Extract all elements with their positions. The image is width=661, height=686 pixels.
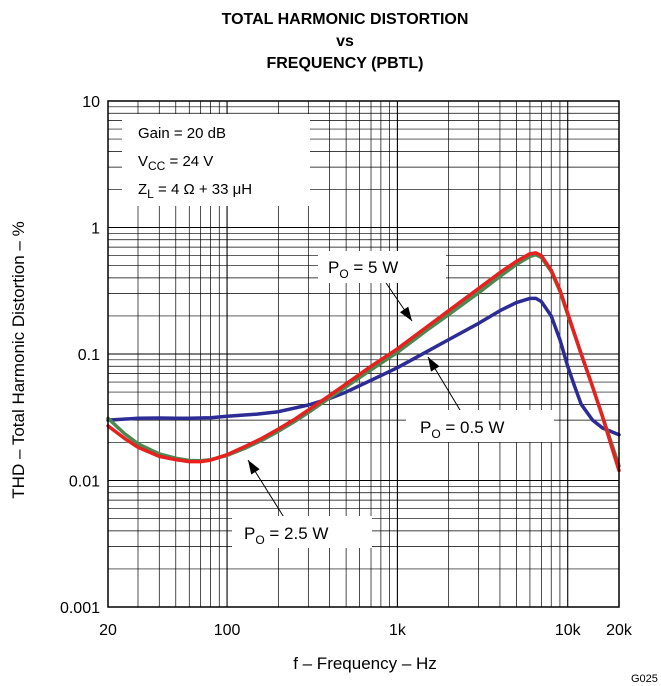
chart-title-line-3: FREQUENCY (PBTL) bbox=[266, 55, 423, 72]
y-tick-labels: 10 1 0.1 0.01 0.001 bbox=[60, 94, 100, 617]
annotation-5w-bg bbox=[318, 251, 446, 283]
x-tick-label: 20 bbox=[99, 622, 117, 639]
condition-zl: ZL = 4 Ω + 33 μH bbox=[138, 181, 252, 201]
y-tick-label: 0.1 bbox=[78, 347, 100, 364]
chart-title: TOTAL HARMONIC DISTORTION vs FREQUENCY (… bbox=[222, 11, 469, 72]
condition-gain: Gain = 20 dB bbox=[138, 125, 226, 142]
series-line-2 bbox=[106, 296, 621, 437]
x-tick-label: 100 bbox=[214, 622, 241, 639]
annotation-5w-arrowhead bbox=[399, 306, 412, 321]
conditions-box-bg bbox=[122, 114, 310, 206]
y-tick-label: 0.01 bbox=[69, 474, 100, 491]
chart-title-line-2: vs bbox=[336, 33, 354, 50]
y-tick-label: 1 bbox=[91, 221, 100, 238]
curves bbox=[106, 251, 621, 473]
x-tick-label: 10k bbox=[555, 622, 582, 639]
annotation-25w-label: PO = 2.5 W bbox=[244, 524, 328, 547]
annotation-25w-arrowhead bbox=[248, 460, 260, 475]
annotation-05w-label: PO = 0.5 W bbox=[420, 418, 504, 441]
chart-title-line-1: TOTAL HARMONIC DISTORTION bbox=[222, 11, 469, 28]
series-line-0 bbox=[106, 251, 621, 473]
annotation-5w: PO = 5 W bbox=[318, 251, 446, 322]
x-axis-label: f – Frequency – Hz bbox=[293, 654, 437, 673]
y-tick-label: 0.001 bbox=[60, 600, 100, 617]
figure-code: G025 bbox=[631, 673, 658, 685]
x-tick-label: 1k bbox=[389, 622, 407, 639]
plot-frame bbox=[107, 100, 620, 608]
annotation-25w: PO = 2.5 W bbox=[232, 459, 372, 548]
annotation-05w: PO = 0.5 W bbox=[406, 356, 554, 442]
annotation-05w-bg bbox=[406, 410, 554, 442]
annotation-5w-label: PO = 5 W bbox=[328, 258, 398, 281]
y-axis-label: THD – Total Harmonic Distortion – % bbox=[9, 221, 28, 498]
annotation-05w-arrowhead bbox=[428, 357, 440, 372]
annotation-25w-bg bbox=[232, 516, 372, 548]
x-tick-labels: 20 100 1k 10k 20k bbox=[99, 622, 633, 639]
x-tick-label: 20k bbox=[606, 622, 633, 639]
conditions-box: Gain = 20 dB VCC = 24 V ZL = 4 Ω + 33 μH bbox=[122, 114, 310, 206]
y-tick-label: 10 bbox=[82, 94, 100, 111]
condition-vcc: VCC = 24 V bbox=[138, 153, 213, 173]
